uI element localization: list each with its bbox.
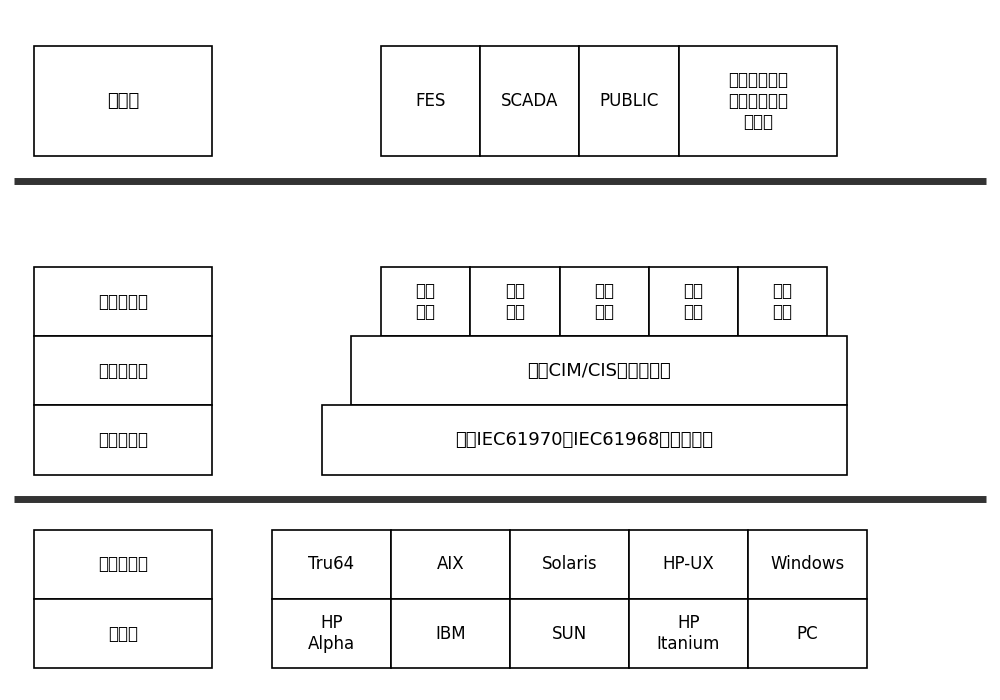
Text: 权限
管理: 权限 管理 [683, 282, 703, 321]
Text: 公共服务层: 公共服务层 [98, 293, 148, 311]
FancyBboxPatch shape [748, 599, 867, 668]
Text: 数据总线层: 数据总线层 [98, 362, 148, 379]
FancyBboxPatch shape [34, 336, 212, 405]
FancyBboxPatch shape [480, 46, 579, 156]
Text: HP
Itanium: HP Itanium [657, 614, 720, 653]
Text: Solaris: Solaris [542, 555, 597, 573]
FancyBboxPatch shape [629, 599, 748, 668]
Text: PC: PC [797, 624, 818, 643]
Text: 应用层: 应用层 [107, 92, 139, 110]
Text: HP
Alpha: HP Alpha [308, 614, 355, 653]
Text: FES: FES [415, 92, 446, 110]
FancyBboxPatch shape [560, 267, 649, 336]
Text: 含分布式电源
的配网故障处
理应用: 含分布式电源 的配网故障处 理应用 [728, 71, 788, 131]
FancyBboxPatch shape [738, 267, 827, 336]
Text: SCADA: SCADA [501, 92, 558, 110]
FancyBboxPatch shape [381, 46, 480, 156]
FancyBboxPatch shape [34, 530, 212, 599]
Text: HP-UX: HP-UX [663, 555, 714, 573]
Text: 报表
工具: 报表 工具 [505, 282, 525, 321]
FancyBboxPatch shape [649, 267, 738, 336]
FancyBboxPatch shape [391, 530, 510, 599]
FancyBboxPatch shape [679, 46, 837, 156]
FancyBboxPatch shape [272, 599, 391, 668]
Text: 符合IEC61970、IEC61968的集成总线: 符合IEC61970、IEC61968的集成总线 [455, 431, 713, 449]
Text: 通信
服务: 通信 服务 [773, 282, 793, 321]
FancyBboxPatch shape [579, 46, 678, 156]
Text: 操作系统层: 操作系统层 [98, 555, 148, 573]
Text: 数据
服务: 数据 服务 [416, 282, 436, 321]
Text: 集成总线层: 集成总线层 [98, 431, 148, 449]
FancyBboxPatch shape [391, 599, 510, 668]
Text: 基于CIM/CIS的数据总线: 基于CIM/CIS的数据总线 [527, 362, 671, 379]
Text: Tru64: Tru64 [308, 555, 354, 573]
FancyBboxPatch shape [34, 405, 212, 475]
FancyBboxPatch shape [34, 599, 212, 668]
FancyBboxPatch shape [34, 267, 212, 336]
Text: SUN: SUN [552, 624, 587, 643]
FancyBboxPatch shape [322, 405, 847, 475]
FancyBboxPatch shape [272, 530, 391, 599]
FancyBboxPatch shape [470, 267, 560, 336]
Text: PUBLIC: PUBLIC [599, 92, 659, 110]
Text: 告警
服务: 告警 服务 [594, 282, 614, 321]
FancyBboxPatch shape [351, 336, 847, 405]
FancyBboxPatch shape [748, 530, 867, 599]
Text: 硬件层: 硬件层 [108, 624, 138, 643]
Text: IBM: IBM [435, 624, 466, 643]
FancyBboxPatch shape [381, 267, 470, 336]
FancyBboxPatch shape [34, 46, 212, 156]
FancyBboxPatch shape [510, 530, 629, 599]
FancyBboxPatch shape [629, 530, 748, 599]
Text: Windows: Windows [770, 555, 845, 573]
Text: AIX: AIX [437, 555, 464, 573]
FancyBboxPatch shape [510, 599, 629, 668]
